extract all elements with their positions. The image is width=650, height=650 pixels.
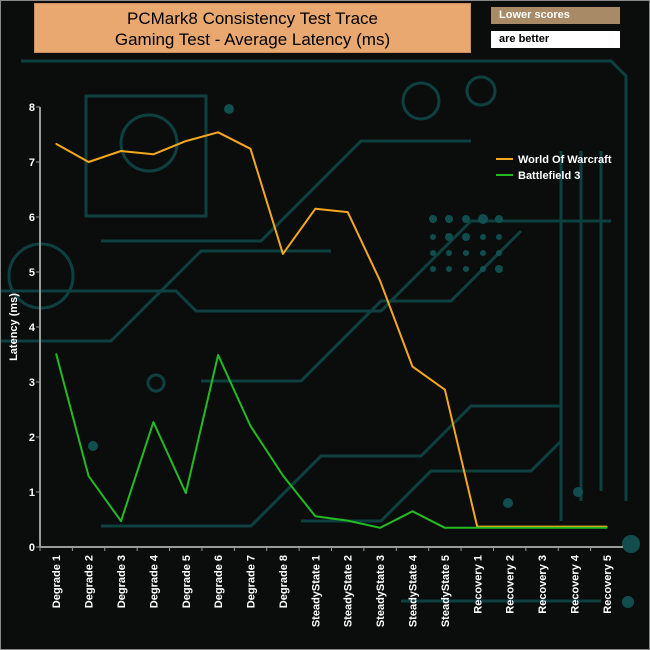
x-tick-label: Degrade 3 (116, 555, 128, 608)
data-point-battlefield-3 (541, 526, 543, 529)
data-point-battlefield-3 (249, 425, 252, 427)
data-point-battlefield-3 (314, 515, 317, 517)
data-point-world-of-warcraft (120, 150, 122, 152)
y-tick-label: 3 (29, 377, 35, 389)
y-tick-label: 0 (29, 542, 35, 554)
y-tick-label: 8 (29, 102, 35, 114)
axes: 0 1 2 3 4 5 6 7 8 Degrade 1 Degrade 2 Degrade 3 Degr… (29, 102, 623, 627)
data-point-world-of-warcraft (379, 280, 381, 282)
data-point-world-of-warcraft (314, 207, 317, 210)
x-tick-label: Degrade 6 (213, 555, 225, 608)
chart-subtitle: Gaming Test - Average Latency (ms) (114, 30, 391, 49)
data-point-world-of-warcraft (184, 140, 187, 142)
data-point-battlefield-3 (120, 520, 122, 522)
y-tick-label: 4 (29, 322, 36, 334)
x-tick-label: Degrade 5 (181, 555, 193, 608)
y-tick-label: 2 (29, 432, 35, 444)
note-lower-scores: Lower scores (491, 7, 620, 24)
chart-title: PCMark8 Consistency Test Trace (127, 9, 378, 28)
data-point-world-of-warcraft (282, 253, 284, 255)
data-point-battlefield-3 (87, 475, 90, 477)
data-point-world-of-warcraft (346, 211, 349, 213)
data-point-world-of-warcraft (55, 143, 57, 145)
note-are-better: are better (491, 31, 620, 48)
data-point-battlefield-3 (476, 526, 479, 529)
data-point-battlefield-3 (217, 354, 219, 356)
x-tick-label: SteadyState 5 (440, 555, 452, 627)
x-tick-label: SteadyState 4 (407, 554, 419, 627)
x-tick-label: Recovery 4 (569, 554, 581, 614)
x-tick-label: Degrade 7 (246, 555, 258, 608)
legend-label-battlefield-3: Battlefield 3 (518, 170, 580, 182)
data-point-battlefield-3 (346, 519, 349, 522)
data-point-world-of-warcraft (217, 131, 219, 134)
series-line-battlefield-3 (55, 353, 607, 529)
data-point-world-of-warcraft (152, 153, 155, 156)
series-line-world-of-warcraft (55, 131, 607, 528)
data-point-world-of-warcraft (444, 388, 446, 391)
data-point-battlefield-3 (508, 526, 511, 529)
x-tick-label: Degrade 4 (148, 554, 160, 608)
x-tick-label: Recovery 3 (537, 555, 549, 614)
data-point-world-of-warcraft (411, 365, 414, 368)
x-tick-label: SteadyState 3 (375, 555, 387, 627)
x-tick-label: Degrade 1 (51, 555, 63, 608)
data-point-battlefield-3 (573, 526, 576, 529)
data-point-battlefield-3 (606, 526, 608, 529)
data-point-world-of-warcraft (249, 148, 252, 150)
x-tick-label: SteadyState 2 (343, 555, 355, 627)
data-point-battlefield-3 (282, 474, 284, 477)
y-tick-label: 7 (29, 157, 35, 169)
series-lines (55, 131, 608, 529)
data-point-battlefield-3 (184, 492, 187, 494)
x-tick-label: Recovery 2 (505, 555, 517, 614)
x-tick-label: Degrade 8 (278, 555, 290, 608)
data-point-battlefield-3 (444, 526, 446, 529)
circuit-dots (88, 104, 640, 608)
y-tick-label: 1 (29, 487, 35, 499)
x-tick-label: Degrade 2 (84, 555, 96, 608)
chart-title-box: PCMark8 Consistency Test Trace Gaming Te… (34, 3, 471, 53)
data-point-world-of-warcraft (87, 161, 90, 163)
y-tick-label: 6 (29, 212, 35, 224)
legend-label-world-of-warcraft: World Of Warcraft (518, 154, 612, 166)
circuit-background (1, 59, 628, 603)
data-point-battlefield-3 (152, 421, 155, 423)
x-tick-label: SteadyState 1 (310, 555, 322, 627)
data-point-battlefield-3 (55, 353, 57, 355)
x-tick-label: Recovery 1 (472, 555, 484, 614)
data-point-battlefield-3 (411, 510, 414, 513)
y-tick-label: 5 (29, 267, 35, 279)
data-point-battlefield-3 (379, 526, 381, 529)
legend: World Of Warcraft Battlefield 3 (496, 154, 612, 182)
x-tick-label: Recovery 5 (602, 555, 614, 614)
y-axis-title: Latency (ms) (8, 293, 20, 361)
